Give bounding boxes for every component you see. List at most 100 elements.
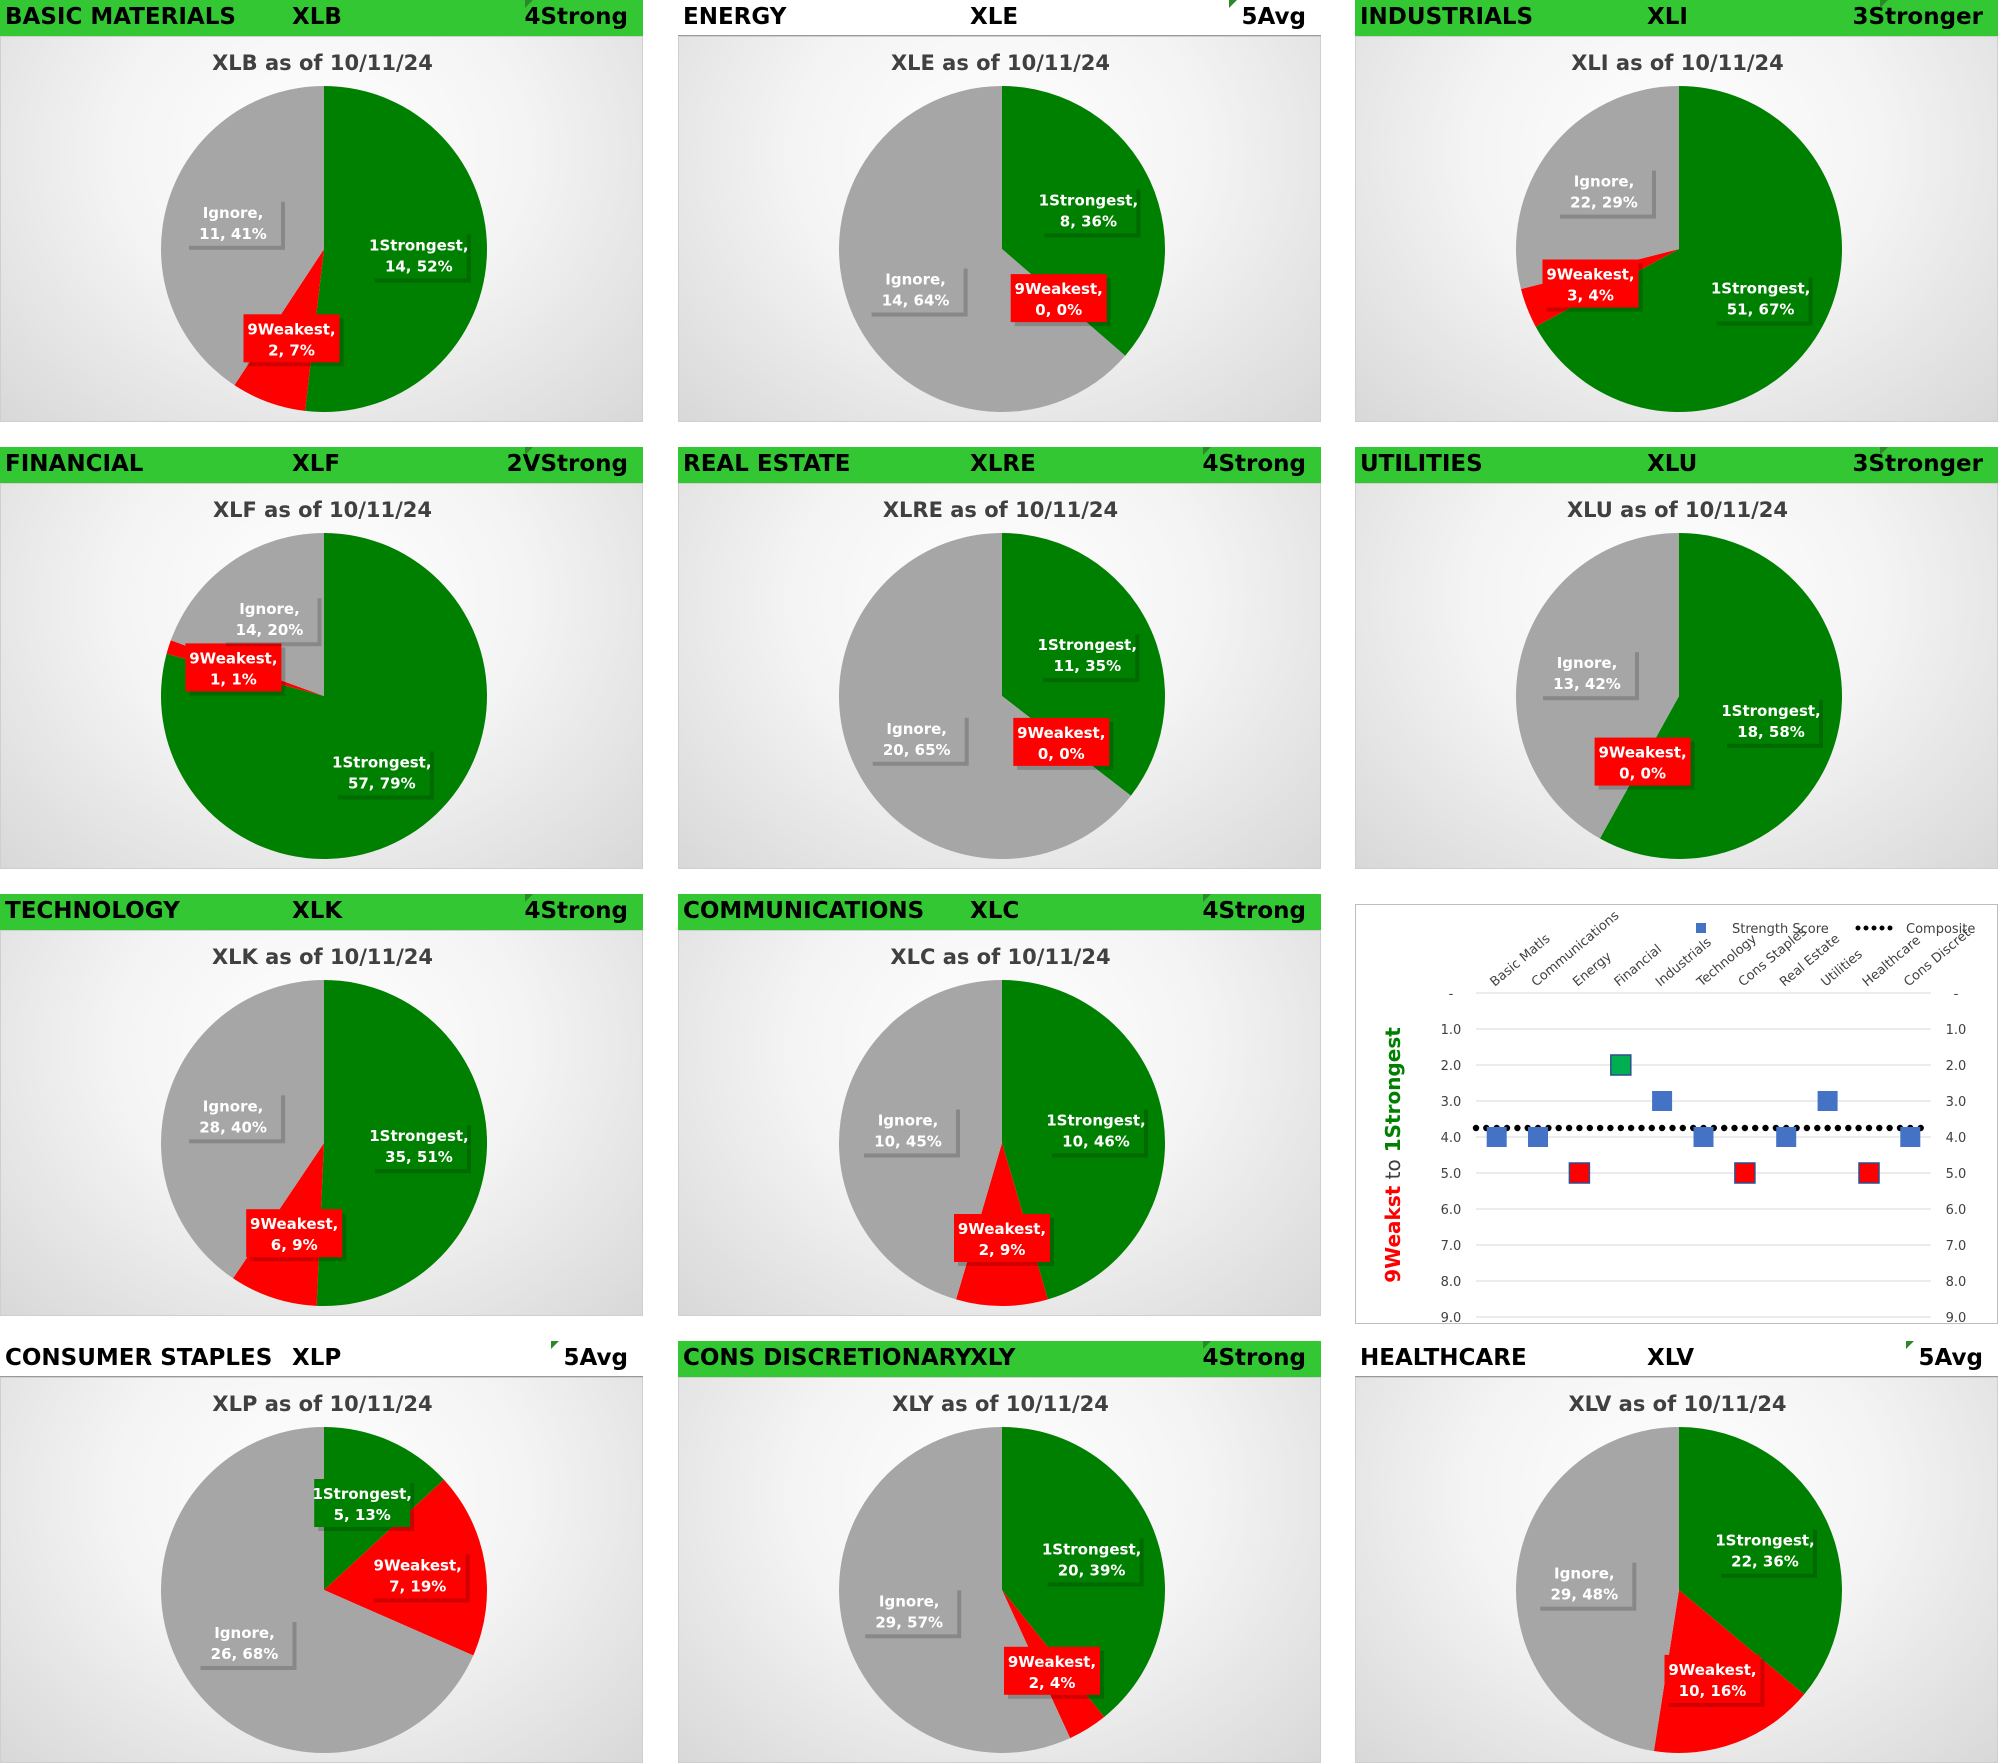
pie-chart: 1Strongest, 20, 39% 9Weakest, 2, 4% Ignore, 2…: [839, 1427, 1166, 1753]
data-label: 1Strongest, 22, 36%: [1715, 1525, 1817, 1578]
comment-marker-icon: [525, 894, 533, 902]
composite-point: [1752, 1124, 1759, 1132]
pie-chart-title: XLY as of 10/11/24: [892, 1392, 1109, 1416]
data-label-box: [1723, 695, 1819, 744]
comment-marker-icon: [1203, 894, 1211, 902]
pie-chart-area: XLV as of 10/11/24 1Strongest, 22, 36% 9Wea…: [1355, 1377, 1998, 1763]
comment-marker-icon: [525, 0, 533, 8]
y-tick-label-right: 1.0: [1946, 1023, 1967, 1038]
data-label-text: 18, 58%: [1737, 723, 1805, 741]
composite-point: [1658, 1124, 1666, 1132]
pie-chart-area: XLK as of 10/11/24 1Strongest, 35, 51% 9Wea…: [0, 930, 643, 1316]
composite-point: [1617, 1124, 1624, 1132]
data-label-box: [243, 314, 340, 363]
slice-ignore: [839, 86, 1126, 413]
data-label-text: 0, 0%: [1619, 765, 1666, 783]
data-label-box: [246, 1209, 343, 1258]
y-tick-label-right: 7.0: [1946, 1239, 1967, 1254]
composite-point: [1721, 1124, 1728, 1132]
composite-point: [1648, 1124, 1655, 1132]
composite-point: [1814, 1124, 1821, 1132]
sector-rank: 4Strong: [524, 4, 628, 30]
data-label: 9Weakest, 3, 4%: [1542, 259, 1643, 312]
data-label: 1Strongest, 5, 13%: [312, 1479, 415, 1531]
data-label-text: 28, 40%: [199, 1118, 267, 1136]
data-label-text: 51, 67%: [1727, 301, 1795, 319]
data-label-box: [185, 1091, 282, 1140]
strength-score-chart: - - 1.0 1.0 2.0 2.0 3.0 3.0 4.0 4.0 5.0 5.0 6.0 6.0 7.…: [1355, 904, 1998, 1326]
slice-ignore: [161, 1427, 474, 1753]
data-label-box: [1556, 166, 1652, 215]
composite-point: [1834, 1124, 1842, 1132]
composite-point: [1565, 1124, 1573, 1132]
y-axis-title-part: to: [1381, 1159, 1405, 1185]
sector-name: TECHNOLOGY: [5, 898, 180, 924]
legend-composite-marker: [1879, 925, 1885, 931]
sector-panel: UTILITIES XLU 3Stronger XLU as of 10/11/24 1…: [1355, 447, 1998, 869]
strength-score-point: [1858, 1162, 1880, 1184]
data-label: 1Strongest, 35, 51%: [369, 1121, 471, 1174]
pie-chart-area: XLC as of 10/11/24 1Strongest, 10, 46% 9Wea…: [678, 930, 1321, 1316]
y-axis-title-part: 1Strongest: [1381, 1027, 1405, 1159]
data-label-box: [196, 1618, 293, 1666]
data-label-box: [1048, 1105, 1144, 1154]
strength-score-plot: - - 1.0 1.0 2.0 2.0 3.0 3.0 4.0 4.0 5.0 5.0 6.0 6.0 7.…: [1381, 908, 1975, 1326]
data-label: 9Weakest, 1, 1%: [185, 643, 286, 696]
data-label-box: [868, 713, 965, 762]
legend-composite-label: Composite: [1906, 922, 1975, 937]
composite-point: [1731, 1124, 1738, 1132]
composite-point: [1638, 1124, 1645, 1132]
data-label-text: 1Strongest,: [369, 237, 469, 255]
data-label-box: [333, 747, 430, 796]
data-label-text: 35, 51%: [385, 1148, 453, 1166]
data-label: Ignore, 14, 64%: [867, 264, 968, 317]
sector-rank: 5Avg: [1918, 1345, 1983, 1371]
composite-point: [1855, 1124, 1862, 1132]
data-label-text: 29, 57%: [875, 1613, 943, 1631]
data-label: 1Strongest, 51, 67%: [1711, 273, 1813, 326]
sector-panel: REAL ESTATE XLRE 4Strong XLRE as of 10/11/2…: [678, 447, 1321, 869]
y-tick-label-right: 6.0: [1946, 1203, 1967, 1218]
data-label-text: 6, 9%: [271, 1236, 318, 1254]
composite-point: [1586, 1124, 1593, 1132]
composite-point: [1596, 1124, 1604, 1132]
data-label-text: 9Weakest,: [1546, 266, 1634, 284]
data-label: Ignore, 29, 57%: [861, 1586, 962, 1639]
data-label-text: 10, 45%: [874, 1133, 942, 1151]
data-label-text: Ignore,: [878, 1112, 939, 1130]
data-label-text: Ignore,: [1557, 654, 1618, 672]
data-label-text: 10, 16%: [1679, 1682, 1747, 1700]
composite-point: [1741, 1124, 1749, 1132]
sector-name: FINANCIAL: [5, 451, 144, 477]
y-tick-label-left: 6.0: [1441, 1203, 1462, 1218]
data-label-box: [1594, 737, 1691, 786]
data-label: 9Weakest, 0, 0%: [1594, 737, 1695, 790]
data-label-text: 22, 29%: [1570, 194, 1638, 212]
sector-panel: FINANCIAL XLF 2VStrong XLF as of 10/11/24 1S…: [0, 447, 643, 869]
sector-header: HEALTHCARE XLV 5Avg: [1355, 1341, 1998, 1377]
pie-chart: 1Strongest, 10, 46% 9Weakest, 2, 9% Ignore, 1…: [838, 980, 1166, 1307]
y-tick-label-left: 1.0: [1441, 1023, 1462, 1038]
data-label-text: 20, 65%: [883, 741, 951, 759]
strength-score-point: [1486, 1127, 1507, 1147]
y-tick-label-right: 3.0: [1946, 1095, 1967, 1110]
sector-panel: HEALTHCARE XLV 5Avg XLV as of 10/11/24 1Stro…: [1355, 1341, 1998, 1763]
strength-score-point: [1610, 1054, 1632, 1076]
data-label-box: [954, 1214, 1050, 1262]
sector-rank: 3Stronger: [1852, 4, 1984, 30]
y-axis-title-part: 9Weakst: [1381, 1185, 1405, 1283]
data-label-text: Ignore,: [1554, 1565, 1615, 1583]
data-label-text: 7, 19%: [389, 1577, 446, 1595]
sector-header: FINANCIAL XLF 2VStrong: [0, 447, 643, 483]
data-label-box: [1536, 1558, 1633, 1607]
pie-chart-title: XLB as of 10/11/24: [212, 51, 433, 75]
pie-chart: 1Strongest, 57, 79% 9Weakest, 1, 1% Ignore, 1…: [160, 533, 487, 859]
data-label-box: [1004, 1646, 1100, 1695]
sector-ticker: XLY: [970, 1345, 1016, 1371]
data-label-text: 2, 4%: [1029, 1674, 1076, 1692]
pie-chart-area: XLI as of 10/11/24 1Strongest, 51, 67% 9Wea…: [1355, 36, 1998, 422]
data-label: Ignore, 22, 29%: [1556, 166, 1656, 219]
sector-name: BASIC MATERIALS: [5, 4, 236, 30]
sector-rank: 3Stronger: [1852, 451, 1984, 477]
pie-chart-area: XLE as of 10/11/24 1Strongest, 8, 36% 9Weak…: [678, 36, 1321, 422]
